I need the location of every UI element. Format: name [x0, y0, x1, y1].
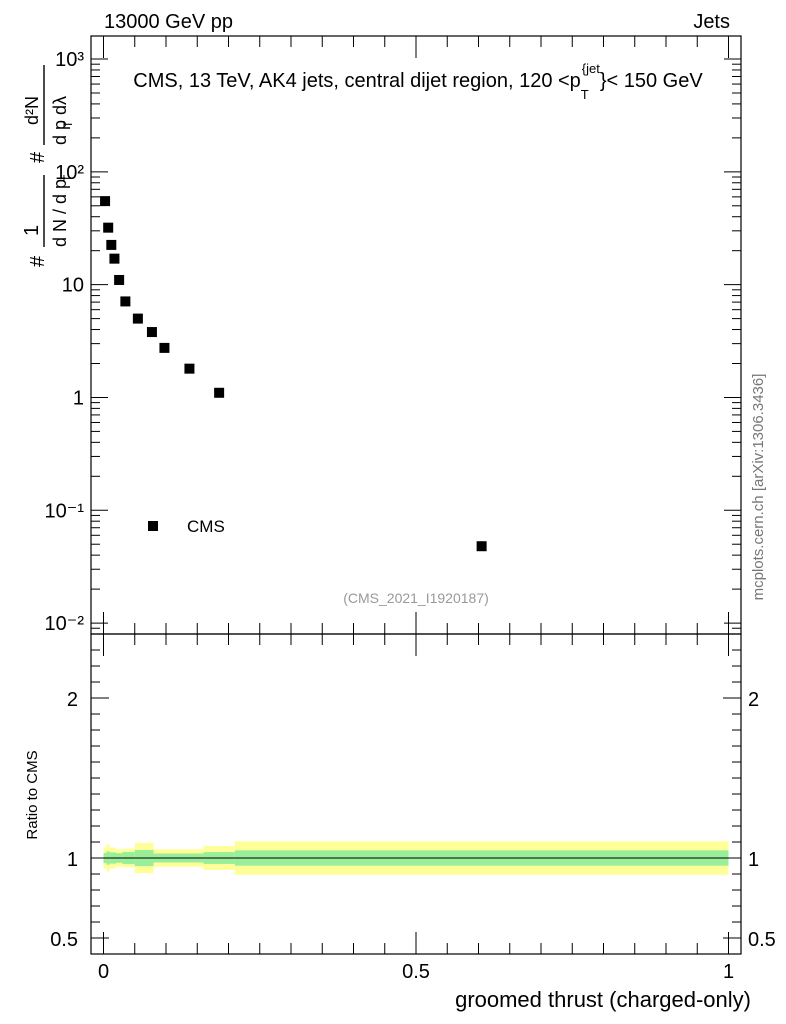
watermark: mcplots.cern.ch [arXiv:1306.3436] — [750, 374, 767, 601]
main-y-tick-label: 10⁻² — [45, 613, 85, 635]
y-label-hash-2: # — [27, 151, 49, 163]
main-y-tick-label: 10² — [55, 162, 84, 184]
ratio-panel: 0 0.5 1 0.5 0.5 1 1 2 2 — [50, 633, 776, 983]
main-y-tick-label: 1 — [73, 387, 84, 409]
process-label: 13000 GeV pp — [104, 11, 233, 33]
plot-title: CMS, 13 TeV, AK4 jets, central dijet reg… — [133, 61, 703, 102]
y-label-dn-dpt-sub: T — [61, 174, 75, 182]
ratio-y-tick-label-right: 0.5 — [748, 929, 776, 951]
ratio-y-tick-label: 0.5 — [50, 929, 78, 951]
y-label-dpt-sub: T — [61, 120, 75, 128]
y-label-dpt-dlambda: d p dλ — [50, 96, 70, 145]
category-label: Jets — [693, 11, 730, 33]
legend-marker — [148, 521, 158, 531]
main-y-axis-label: # 1 d N / d p T # d²N d p dλ T — [21, 65, 75, 267]
data-point — [114, 274, 125, 285]
main-frame — [90, 35, 742, 635]
data-point — [109, 253, 120, 264]
ratio-y-tick-label: 2 — [67, 689, 78, 711]
data-point — [106, 239, 117, 250]
analysis-id: (CMS_2021_I1920187) — [343, 590, 489, 606]
legend: CMS — [148, 517, 225, 536]
data-point — [132, 313, 143, 324]
ratio-y-tick-label: 1 — [67, 849, 78, 871]
plot-title-superscript: {jet — [582, 61, 600, 76]
data-point — [476, 541, 487, 552]
main-panel: 10⁻² 10⁻¹ 1 10 10² 10³ — [45, 35, 742, 635]
y-label-one: 1 — [21, 225, 43, 236]
x-tick-label: 1 — [723, 961, 734, 983]
data-point — [120, 296, 131, 307]
y-label-dn-dpt: d N / d p — [50, 179, 70, 247]
data-point — [103, 222, 114, 233]
y-label-d2n: d²N — [22, 96, 42, 125]
plot-title-end: }< 150 GeV — [600, 70, 704, 92]
x-tick-label: 0.5 — [402, 961, 430, 983]
ratio-frame — [90, 633, 742, 955]
main-y-tick-label: 10³ — [55, 49, 84, 71]
ratio-y-axis-label: Ratio to CMS — [24, 750, 41, 839]
ratio-y-tick-label-right: 1 — [748, 849, 759, 871]
data-point — [159, 342, 170, 353]
data-point — [184, 363, 195, 374]
plot-title-subscript: T — [581, 87, 589, 102]
main-y-tick-label: 10 — [62, 275, 84, 297]
data-point — [146, 327, 157, 338]
legend-label: CMS — [187, 517, 225, 536]
y-label-hash-1: # — [27, 255, 49, 267]
x-axis-label: groomed thrust (charged-only) — [455, 987, 751, 1012]
data-point — [100, 196, 111, 207]
x-tick-label: 0 — [98, 961, 109, 983]
plot-title-main: CMS, 13 TeV, AK4 jets, central dijet reg… — [133, 70, 581, 92]
main-y-tick-label: 10⁻¹ — [45, 500, 85, 522]
data-point — [214, 387, 225, 398]
ratio-y-tick-label-right: 2 — [748, 689, 759, 711]
